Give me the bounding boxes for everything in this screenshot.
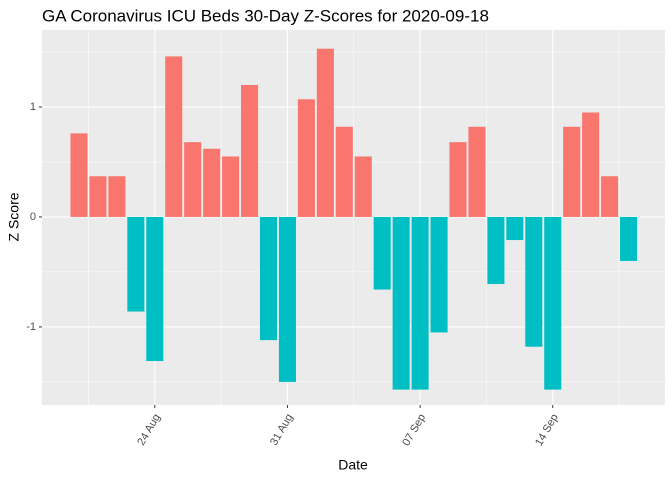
- x-tick-label: 07 Sep: [400, 412, 428, 448]
- y-tick-label: 1: [30, 101, 36, 113]
- bar: [297, 99, 315, 217]
- marks: [70, 48, 638, 390]
- bar: [468, 126, 486, 217]
- bar: [165, 56, 183, 217]
- bar: [316, 48, 334, 217]
- bar: [601, 176, 619, 217]
- bar: [70, 133, 88, 217]
- x-axis-title: Date: [338, 457, 368, 473]
- bar: [127, 216, 145, 312]
- x-tick-label: 31 Aug: [268, 412, 296, 448]
- bar: [563, 126, 581, 217]
- bar: [259, 216, 278, 341]
- bar: [108, 176, 126, 217]
- bar: [184, 142, 202, 217]
- bar: [392, 216, 410, 390]
- bar: [487, 216, 505, 285]
- x-tick-label: 14 Sep: [533, 412, 561, 448]
- bar: [373, 216, 391, 290]
- bar: [430, 216, 448, 333]
- bar: [222, 156, 240, 217]
- bar: [278, 216, 296, 382]
- bar: [241, 84, 259, 217]
- bar: [354, 156, 372, 217]
- bar: [506, 216, 524, 241]
- x-tick-label: 24 Aug: [135, 412, 163, 448]
- bar: [582, 112, 600, 217]
- bar: [411, 216, 429, 390]
- bar: [335, 126, 353, 217]
- y-axis-title: Z Score: [6, 192, 22, 241]
- bar: [89, 176, 107, 217]
- bar: [449, 142, 467, 217]
- bar: [525, 216, 543, 347]
- y-tick-label: 0: [30, 211, 36, 223]
- bar: [544, 216, 562, 390]
- y-tick-label: -1: [26, 321, 36, 333]
- bar: [146, 216, 164, 362]
- bar: [620, 216, 638, 261]
- bar: [203, 148, 221, 217]
- chart-title: GA Coronavirus ICU Beds 30-Day Z-Scores …: [42, 6, 489, 25]
